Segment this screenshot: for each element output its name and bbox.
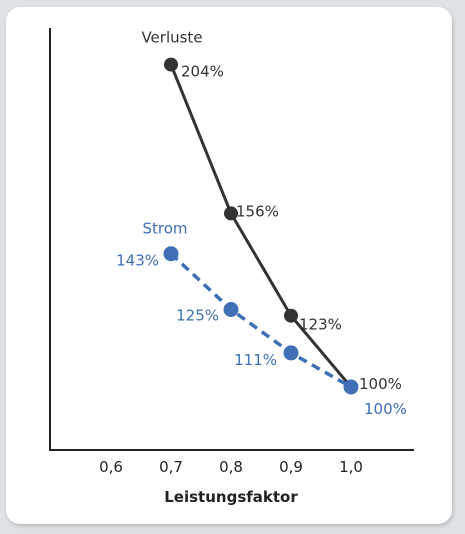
data-label: 123% xyxy=(299,316,342,334)
x-tick-label: 1,0 xyxy=(339,458,363,476)
series-name-label: Strom xyxy=(142,220,187,238)
series-name-label: Verluste xyxy=(141,29,202,47)
series-line-verluste xyxy=(169,64,353,388)
data-point xyxy=(224,206,238,221)
data-label: 204% xyxy=(181,63,224,81)
data-point xyxy=(283,345,299,361)
data-label: 125% xyxy=(176,307,219,325)
data-point xyxy=(163,246,179,262)
x-axis-title: Leistungsfaktor xyxy=(164,488,298,506)
x-tick-label: 0,8 xyxy=(219,458,243,476)
x-tick-label: 0,6 xyxy=(99,458,123,476)
chart-card xyxy=(6,7,452,524)
x-tick-label: 0,9 xyxy=(279,458,303,476)
data-point xyxy=(223,302,239,317)
series-layer: 204% 156% 123% 100% Verluste 143% 125% 111% 100%… xyxy=(116,29,407,418)
x-ticks: 0,6 0,7 0,8 0,9 1,0 xyxy=(99,458,363,476)
data-label: 143% xyxy=(116,252,159,270)
data-point xyxy=(284,308,298,323)
data-point xyxy=(164,57,178,72)
data-label: 111% xyxy=(234,351,277,369)
data-label: 156% xyxy=(236,202,279,220)
x-tick-label: 0,7 xyxy=(159,458,183,476)
data-label: 100% xyxy=(364,400,407,418)
data-label: 100% xyxy=(359,375,402,393)
data-point xyxy=(343,379,359,395)
